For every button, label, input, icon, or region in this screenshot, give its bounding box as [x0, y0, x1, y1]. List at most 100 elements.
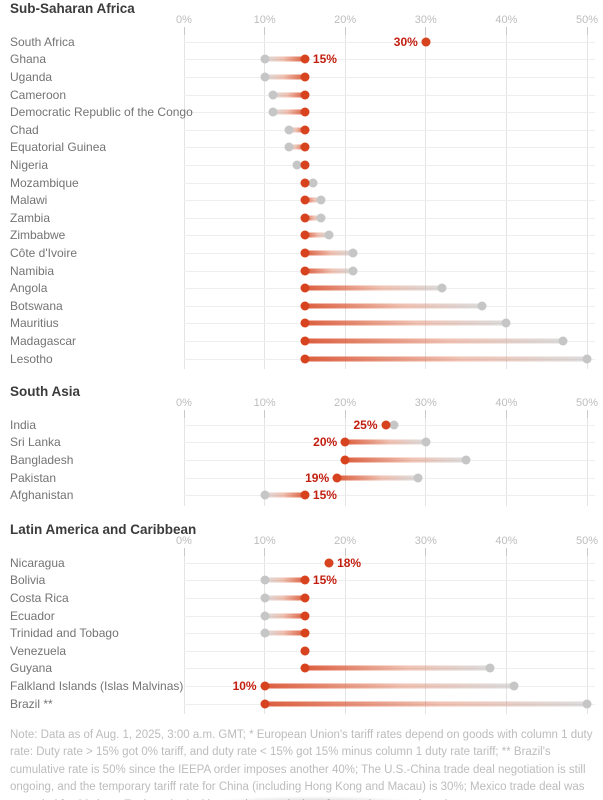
country-label: Trinidad and Tobago	[10, 626, 119, 641]
chart-row-c-te-d-ivoire: Côte d'Ivoire	[0, 244, 603, 262]
old-rate-dot	[284, 125, 294, 135]
rate-label: 15%	[312, 52, 337, 67]
row-baseline	[184, 112, 595, 114]
chart-row-malawi: Malawi	[0, 191, 603, 209]
old-rate-dot	[260, 611, 270, 621]
axis-tick-label: 50%	[575, 535, 599, 547]
old-rate-dot	[268, 90, 278, 100]
rate-label: 18%	[337, 555, 362, 570]
section-title: South Asia	[10, 384, 81, 399]
section-title: Latin America and Caribbean	[10, 522, 197, 537]
rate-label: 15%	[312, 573, 337, 588]
chart-row-sri-lanka: Sri Lanka 20%	[0, 434, 603, 452]
country-label: Democratic Republic of the Congo	[10, 105, 193, 120]
country-label: Zambia	[10, 210, 51, 225]
country-label: Lesotho	[10, 351, 53, 366]
section-title: Sub-Saharan Africa	[10, 1, 135, 16]
axis-gridline	[586, 548, 588, 715]
rate-change-connector	[304, 356, 587, 362]
country-label: Bangladesh	[10, 452, 74, 467]
rate-change-connector	[264, 683, 515, 689]
row-baseline	[184, 217, 595, 219]
new-rate-dot	[300, 195, 310, 205]
axis-tick-label: 0%	[176, 397, 192, 409]
new-rate-dot	[300, 283, 310, 293]
old-rate-dot	[485, 663, 495, 673]
new-rate-dot	[421, 37, 431, 47]
row-baseline	[184, 59, 595, 61]
country-label: Ghana	[10, 52, 47, 67]
old-rate-dot	[582, 354, 592, 364]
axis-tick-label: 20%	[334, 397, 357, 409]
rate-change-connector	[288, 144, 305, 150]
old-rate-dot	[501, 318, 511, 328]
rate-change-connector	[345, 457, 467, 463]
country-label: Mozambique	[10, 175, 79, 190]
chart-row-trinidad-and-tobago: Trinidad and Tobago	[0, 624, 603, 642]
rate-change-connector	[272, 92, 305, 98]
row-baseline	[184, 41, 595, 43]
old-rate-dot	[389, 420, 399, 430]
row-baseline	[184, 580, 595, 582]
chart-row-zimbabwe: Zimbabwe	[0, 227, 603, 245]
axis-tick-label: 50%	[575, 14, 599, 26]
rate-change-connector	[264, 577, 305, 583]
new-rate-dot	[300, 318, 310, 328]
axis-tick-label: 50%	[575, 397, 599, 409]
old-rate-dot	[316, 195, 326, 205]
axis-tick-label: 40%	[495, 397, 518, 409]
country-label: Madagascar	[10, 333, 77, 348]
axis-tick-label: 0%	[176, 14, 192, 26]
row-baseline	[184, 252, 595, 254]
rate-label: 20%	[313, 435, 338, 450]
country-label: South Africa	[10, 34, 75, 49]
axis-gridline	[183, 410, 185, 506]
row-baseline	[184, 164, 595, 166]
old-rate-dot	[348, 248, 358, 258]
country-label: Malawi	[10, 193, 48, 208]
chart-row-namibia: Namibia	[0, 262, 603, 280]
new-rate-dot	[300, 213, 310, 223]
chart-row-ecuador: Ecuador	[0, 607, 603, 625]
rate-change-connector	[304, 215, 321, 221]
row-baseline	[184, 650, 595, 652]
country-label: Botswana	[10, 298, 63, 313]
axis-tick-label: 40%	[495, 535, 518, 547]
new-rate-dot	[300, 646, 310, 656]
row-baseline	[184, 147, 595, 149]
axis-gridline	[344, 27, 346, 370]
axis-gridline	[425, 548, 427, 715]
chart-row-lesotho: Lesotho	[0, 350, 603, 368]
rate-change-connector	[264, 630, 305, 636]
axis-gridline	[344, 548, 346, 715]
rate-change-connector	[304, 232, 330, 238]
rate-label: 25%	[353, 417, 378, 432]
axis-gridline	[586, 410, 588, 506]
country-label: Angola	[10, 281, 48, 296]
old-rate-dot	[260, 54, 270, 64]
chart-row-bangladesh: Bangladesh	[0, 451, 603, 469]
country-label: Nigeria	[10, 157, 49, 172]
new-rate-dot	[300, 90, 310, 100]
axis-tick-label: 20%	[334, 14, 357, 26]
new-rate-dot	[381, 420, 390, 430]
rate-change-connector	[264, 56, 305, 62]
old-rate-dot	[292, 160, 302, 170]
old-rate-dot	[260, 72, 270, 82]
new-rate-dot	[300, 107, 310, 117]
chart-row-equatorial-guinea: Equatorial Guinea	[0, 139, 603, 157]
new-rate-dot	[300, 72, 310, 82]
rate-change-connector	[264, 613, 305, 619]
country-label: Namibia	[10, 263, 55, 278]
row-baseline	[184, 129, 595, 131]
rate-change-connector	[304, 338, 563, 344]
chart-row-madagascar: Madagascar	[0, 332, 603, 350]
old-rate-dot	[348, 266, 358, 276]
chart-row-costa-rica: Costa Rica	[0, 589, 603, 607]
axis-tick-label: 20%	[334, 535, 357, 547]
axis-tick-label: 10%	[253, 397, 276, 409]
new-rate-dot	[300, 160, 310, 170]
axis-gridline	[264, 27, 266, 370]
rate-change-connector	[304, 665, 491, 671]
country-label: Venezuela	[10, 643, 67, 658]
